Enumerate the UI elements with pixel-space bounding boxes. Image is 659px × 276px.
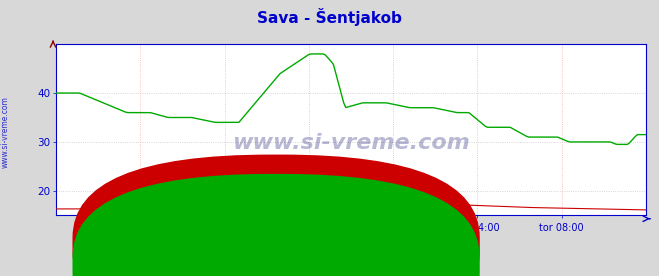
Text: temperatura[C]: temperatura[C]: [287, 241, 368, 251]
Text: www.si-vreme.com: www.si-vreme.com: [1, 97, 10, 168]
Text: www.si-vreme.com: www.si-vreme.com: [232, 133, 470, 153]
Text: Sava - Šentjakob: Sava - Šentjakob: [257, 8, 402, 26]
Text: pretok[m3/s]: pretok[m3/s]: [287, 260, 355, 270]
